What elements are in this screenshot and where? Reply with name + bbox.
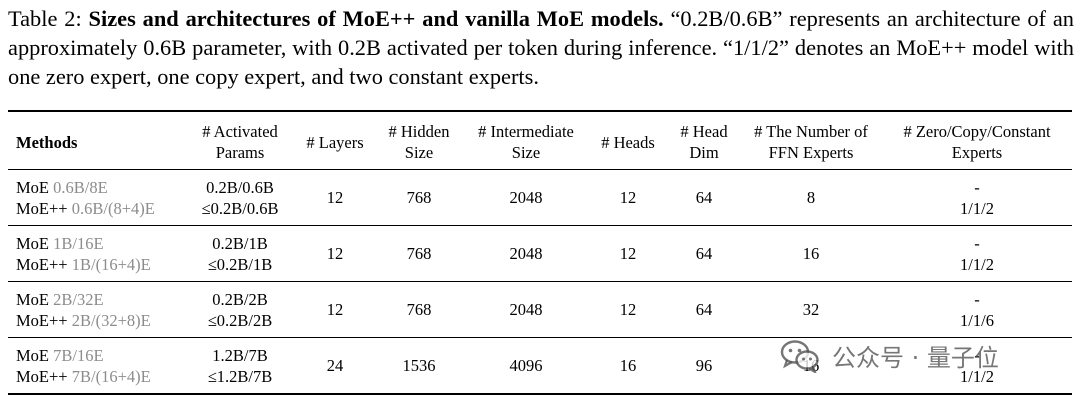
cell-hidden-size: 768 — [374, 169, 464, 226]
method-moepp-config: 0.6B/(8+4)E — [71, 198, 155, 218]
table-header-row: Methods # Activated Params # Layers # Hid… — [8, 111, 1072, 170]
header-zero-copy-constant: # Zero/Copy/Constant Experts — [882, 111, 1072, 170]
header-hidden-size: # Hidden Size — [374, 111, 464, 170]
cell-heads: 12 — [588, 281, 668, 338]
cell-activated-params: 1.2B/7B ≤1.2B/7B — [207, 345, 273, 386]
header-activated-params: # Activated Params — [184, 111, 296, 170]
header-methods: Methods — [8, 111, 184, 170]
cell-ffn-experts: 16 — [740, 225, 882, 282]
cell-ffn-experts: 32 — [740, 281, 882, 338]
table-row: MoE 2B/32E MoE++ 2B/(32+8)E 0.2B/2B ≤0.2B/2… — [8, 281, 1072, 338]
cell-activated-params: 0.2B/0.6B ≤0.2B/0.6B — [184, 169, 296, 226]
cell-layers: 12 — [296, 169, 374, 226]
method-moepp-name: MoE++ — [16, 198, 68, 218]
cell-intermediate-size: 2048 — [464, 169, 588, 226]
cell-heads: 12 — [588, 169, 668, 226]
table-row: MoE 1B/16E MoE++ 1B/(16+4)E 0.2B/1B ≤0.2B/1… — [8, 225, 1072, 282]
table-container: Methods # Activated Params # Layers # Hid… — [8, 110, 1072, 395]
cell-head-dim: 64 — [668, 169, 740, 226]
method-moepp-name: MoE++ — [16, 254, 68, 274]
cell-hidden-size: 1536 — [402, 356, 436, 375]
method-moepp-name: MoE++ — [16, 366, 68, 386]
header-head-dim: # Head Dim — [668, 111, 740, 170]
cell-intermediate-size: 2048 — [464, 225, 588, 282]
method-moepp-name: MoE++ — [16, 310, 68, 330]
wechat-icon — [780, 339, 819, 373]
caption-label: Table 2: — [8, 6, 89, 31]
method-moe-config: 1B/16E — [53, 233, 104, 253]
caption-title: Sizes and architectures of MoE++ and van… — [88, 6, 664, 31]
method-moepp-config: 7B/(16+4)E — [71, 366, 151, 386]
cell-layers: 24 — [326, 356, 344, 375]
method-moe-config: 0.6B/8E — [53, 177, 108, 197]
header-heads: # Heads — [588, 111, 668, 170]
cell-ffn-experts: 8 — [740, 169, 882, 226]
architecture-table: Methods # Activated Params # Layers # Hid… — [8, 110, 1072, 395]
table-caption: Table 2: Sizes and architectures of MoE+… — [8, 4, 1074, 91]
cell-heads: 12 — [588, 225, 668, 282]
cell-zero-copy-constant: -1/1/6 — [882, 281, 1072, 338]
cell-hidden-size: 768 — [374, 281, 464, 338]
method-moe-name: MoE — [16, 289, 49, 309]
cell-intermediate-size: 2048 — [464, 281, 588, 338]
method-moe-config: 7B/16E — [53, 345, 104, 365]
header-layers: # Layers — [296, 111, 374, 170]
cell-head-dim: 96 — [695, 356, 713, 375]
cell-method: MoE 7B/16E MoE++ 7B/(16+4)E — [8, 338, 184, 395]
cell-method: MoE 2B/32E MoE++ 2B/(32+8)E — [8, 281, 184, 338]
cell-head-dim: 64 — [668, 281, 740, 338]
table-row: MoE 0.6B/8E MoE++ 0.6B/(8+4)E 0.2B/0.6B ≤0.… — [8, 169, 1072, 226]
table-row: MoE 7B/16E MoE++ 7B/(16+4)E 1.2B/7B ≤1.2B/7… — [8, 338, 1072, 395]
cell-heads: 16 — [619, 356, 637, 375]
cell-layers: 12 — [296, 225, 374, 282]
cell-zero-copy-constant: -1/1/2 — [882, 169, 1072, 226]
method-moe-name: MoE — [16, 233, 49, 253]
cell-zero-copy-constant: -1/1/2 — [882, 225, 1072, 282]
cell-method: MoE 1B/16E MoE++ 1B/(16+4)E — [8, 225, 184, 282]
header-intermediate-size: # Intermediate Size — [464, 111, 588, 170]
header-ffn-experts: # The Number of FFN Experts — [740, 111, 882, 170]
cell-intermediate-size: 4096 — [509, 356, 543, 375]
cell-head-dim: 64 — [668, 225, 740, 282]
caption-text: “0.2B/0.6B” represents an architecture o… — [8, 6, 1074, 89]
cell-activated-params: 0.2B/1B ≤0.2B/1B — [184, 225, 296, 282]
watermark-text: 公众号 · 量子位 — [832, 344, 999, 372]
method-moe-config: 2B/32E — [53, 289, 104, 309]
cell-method: MoE 0.6B/8E MoE++ 0.6B/(8+4)E — [8, 169, 184, 226]
watermark: 公众号 · 量子位 — [780, 338, 999, 373]
method-moe-name: MoE — [16, 177, 49, 197]
method-moe-name: MoE — [16, 345, 49, 365]
cell-hidden-size: 768 — [374, 225, 464, 282]
cell-activated-params: 0.2B/2B ≤0.2B/2B — [184, 281, 296, 338]
cell-zero-copy-constant: -1/1/2 — [960, 345, 994, 386]
method-moepp-config: 2B/(32+8)E — [71, 310, 151, 330]
table-body: MoE 0.6B/8E MoE++ 0.6B/(8+4)E 0.2B/0.6B ≤0.… — [8, 169, 1072, 395]
cell-layers: 12 — [296, 281, 374, 338]
method-moepp-config: 1B/(16+4)E — [71, 254, 151, 274]
